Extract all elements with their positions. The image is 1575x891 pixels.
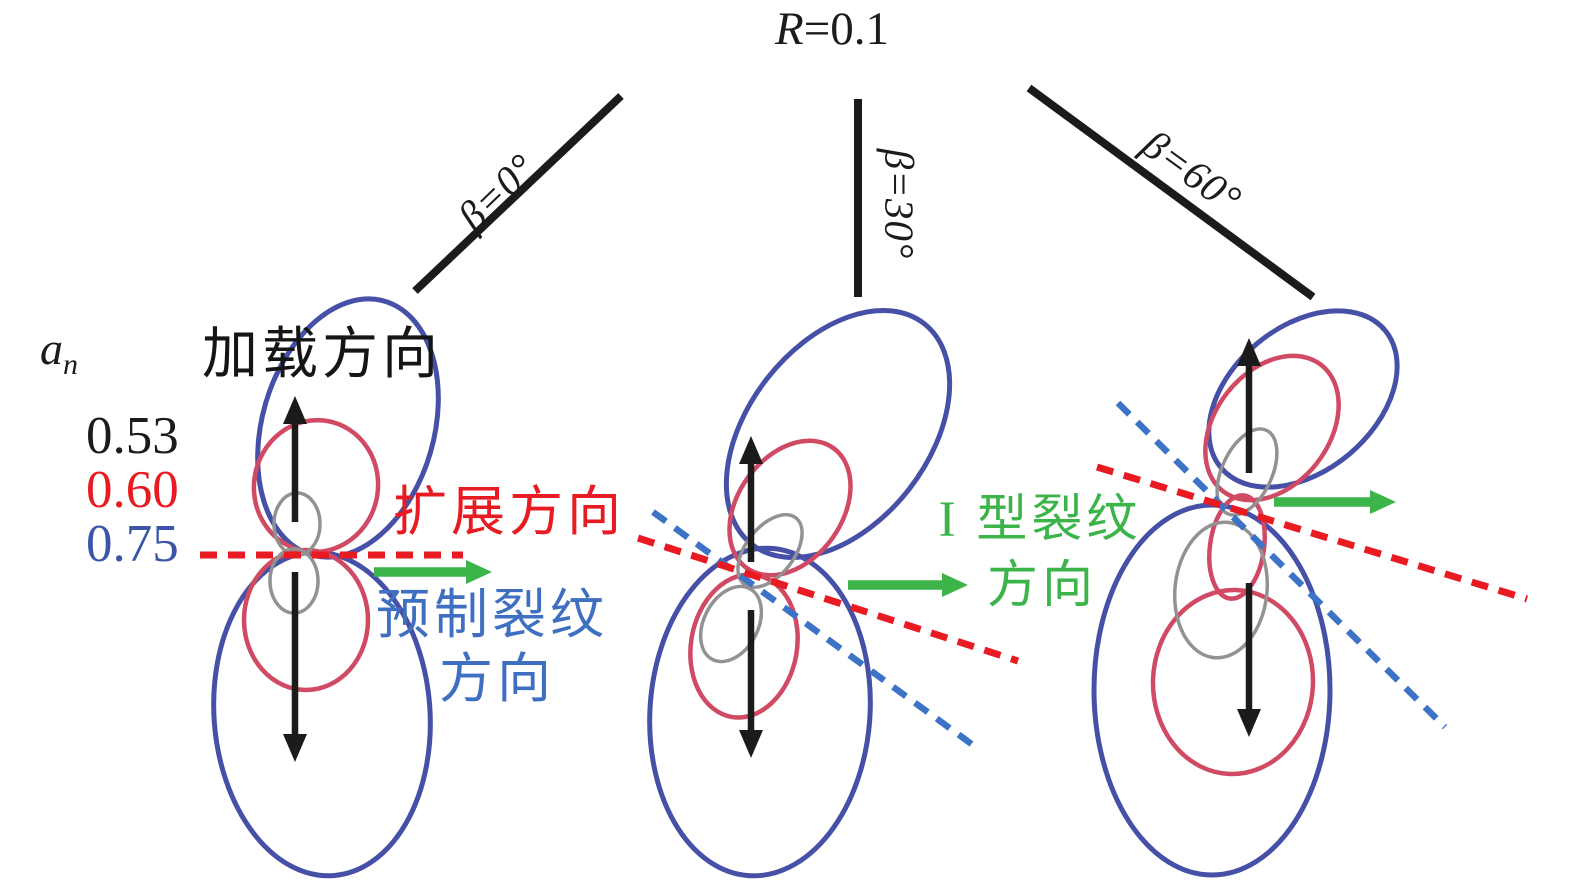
legend-value-blue: 0.75 <box>86 515 179 573</box>
red-contour-neck <box>1207 493 1267 601</box>
precrack-dashed-line <box>1115 400 1448 730</box>
precrack-direction-label-line1: 预制裂纹 <box>376 585 608 645</box>
propagation-dashed-line <box>1095 463 1529 603</box>
blue-contour-bottom-lobe <box>647 545 873 879</box>
mode1-crack-label-line1: I 型裂纹 <box>938 492 1142 548</box>
title-symbol: R <box>775 3 804 55</box>
figure-title: R=0.1 <box>775 6 889 53</box>
green-arrow-head <box>466 560 492 584</box>
loading-arrow-down-head <box>739 730 763 758</box>
beta-label-30: β=30° <box>876 148 923 260</box>
gray-contour-top-lobe <box>1215 427 1279 517</box>
gray-contour-bottom-lobe <box>1172 520 1270 660</box>
red-contour-bottom-lobe <box>241 547 371 693</box>
legend-value-red: 0.60 <box>86 461 179 519</box>
legend-symbol: an <box>40 326 78 380</box>
red-contour-bottom-lobe <box>688 572 800 720</box>
loading-arrow-up-head <box>283 396 307 424</box>
green-arrow-head <box>1370 490 1396 514</box>
precrack-dashed-line <box>651 509 979 751</box>
blue-contour-top-lobe <box>255 296 441 560</box>
beta60-crack-line <box>1026 84 1316 301</box>
loading-arrow-up-head <box>739 436 763 464</box>
pattern-beta0 <box>200 296 492 879</box>
legend-value-gray: 0.53 <box>86 407 179 465</box>
blue-contour-top-lobe <box>723 308 953 560</box>
loading-arrow-down-head <box>283 734 307 762</box>
legend-symbol-subscript: n <box>63 348 78 382</box>
blue-contour-bottom-lobe <box>1091 502 1333 878</box>
red-contour-top-lobe <box>1203 353 1341 503</box>
pattern-beta60 <box>1091 308 1529 878</box>
loading-arrow-down-head <box>1237 709 1261 737</box>
precrack-direction-label-line2: 方向 <box>439 649 555 709</box>
title-value: =0.1 <box>803 3 889 55</box>
legend-values: 0.53 0.60 0.75 <box>86 410 179 572</box>
propagation-dashed-line <box>636 534 1020 665</box>
mode1-crack-label-line2: 方向 <box>986 558 1098 614</box>
propagation-direction-label: 扩展方向 <box>393 482 625 542</box>
beta0-crack-line <box>412 93 624 294</box>
legend-symbol-a: a <box>40 323 63 374</box>
red-contour-bottom-lobe <box>1150 587 1316 777</box>
green-arrow-head <box>942 573 968 597</box>
pattern-beta30 <box>636 308 1020 879</box>
gray-contour-bottom-lobe <box>698 584 764 664</box>
blue-contour-top-lobe <box>1206 308 1400 490</box>
loading-arrow-up-head <box>1237 338 1261 366</box>
loading-direction-label: 加载方向 <box>202 324 442 386</box>
